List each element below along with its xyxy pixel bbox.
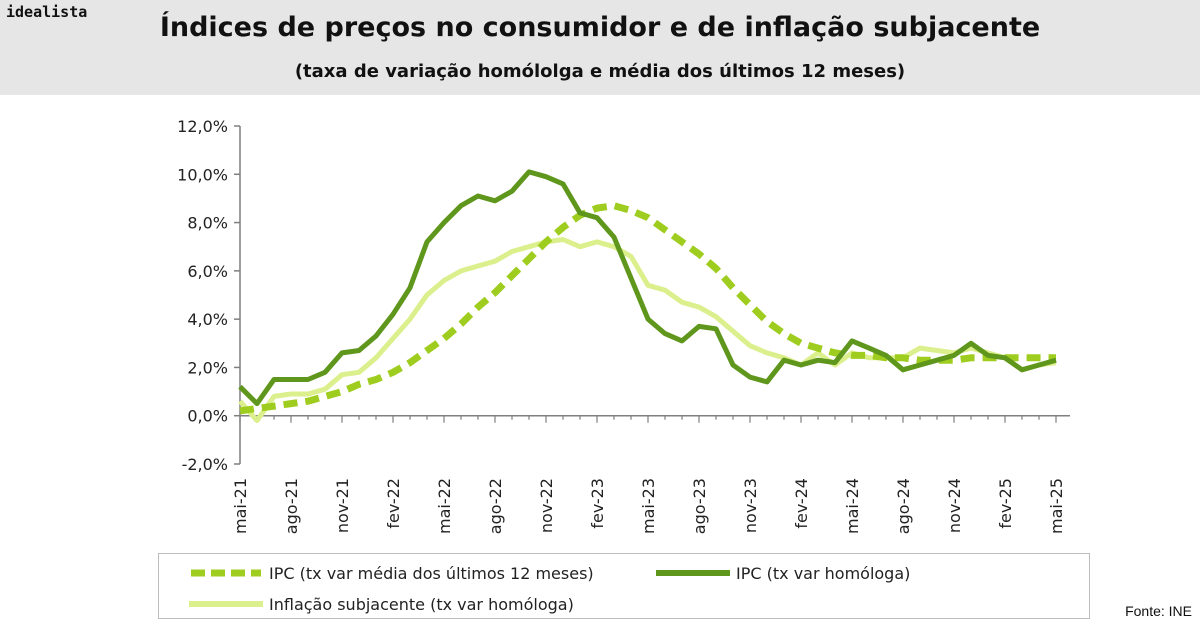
x-axis: mai-21 ago-21 nov-21 fev-22 mai-22 ago-22 nov-… (231, 414, 1070, 534)
y-tick-label: 10,0% (177, 165, 228, 184)
y-tick-label: 0,0% (187, 407, 228, 426)
source-note: Fonte: INE (1125, 603, 1192, 619)
legend-swatch-solid (656, 570, 730, 576)
legend-label: IPC (tx var média dos últimos 12 meses) (269, 563, 594, 583)
x-tick-label: nov-22 (537, 478, 556, 533)
y-tick-label: 8,0% (187, 214, 228, 233)
series-1 (238, 169, 1057, 407)
brand-logo: idealista (6, 3, 88, 21)
y-axis: -2,0% 0,0% 2,0% 4,0% 6,0% 8,0% 10,0% 12,0% (177, 117, 241, 474)
x-tick-label: nov-21 (333, 478, 352, 533)
legend-label: IPC (tx var homóloga) (736, 563, 911, 583)
x-tick-label: fev-22 (384, 478, 403, 529)
x-tick-label: nov-23 (741, 478, 760, 533)
x-tick-label: ago-23 (690, 478, 709, 534)
chart-subtitle: (taxa de variação homólolga e média dos … (294, 61, 906, 82)
x-tick-label: mai-24 (843, 478, 862, 534)
x-tick-label: nov-24 (945, 478, 964, 533)
chart-legend: IPC (tx var média dos últimos 12 meses) … (158, 553, 1090, 619)
legend-label: Inflação subjacente (tx var homóloga) (269, 594, 574, 614)
y-tick-label: 6,0% (187, 262, 228, 281)
x-tick-label: fev-25 (996, 478, 1015, 529)
x-tick-label: fev-23 (588, 478, 607, 529)
legend-swatch-solid (189, 601, 263, 607)
series-line (238, 169, 1057, 407)
series-line (238, 237, 1057, 423)
x-tick-label: ago-21 (282, 478, 301, 534)
series-layer (238, 169, 1057, 423)
series-2 (238, 237, 1057, 423)
line-chart: -2,0% 0,0% 2,0% 4,0% 6,0% 8,0% 10,0% 12,0% mai-… (177, 117, 1070, 534)
x-tick-label: mai-23 (639, 478, 658, 534)
x-tick-label: mai-22 (435, 478, 454, 534)
y-tick-label: -2,0% (182, 455, 228, 474)
chart-title: Índices de preços no consumidor e de inf… (159, 12, 1041, 43)
series-line (239, 202, 1056, 415)
y-tick-label: 12,0% (177, 117, 228, 136)
legend-item-ipc-media: IPC (tx var média dos últimos 12 meses) (189, 560, 594, 586)
y-tick-label: 2,0% (187, 358, 228, 377)
x-tick-label: ago-22 (486, 478, 505, 534)
x-tick-label: mai-21 (231, 478, 250, 534)
legend-swatch-dashed (191, 569, 261, 577)
legend-item-subjacente: Inflação subjacente (tx var homóloga) (189, 591, 574, 617)
x-tick-label: ago-24 (894, 478, 913, 534)
series-0 (239, 202, 1056, 415)
x-tick-label: mai-25 (1047, 478, 1066, 534)
x-tick-label: fev-24 (792, 478, 811, 529)
chart-header: idealista Índices de preços no consumido… (0, 0, 1200, 95)
y-tick-label: 4,0% (187, 310, 228, 329)
legend-item-ipc: IPC (tx var homóloga) (656, 560, 910, 586)
